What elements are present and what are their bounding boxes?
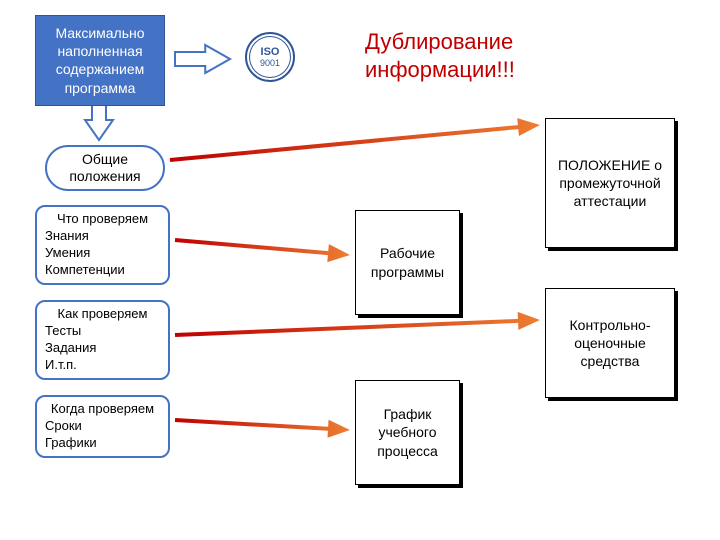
iso-label: ISO — [261, 47, 280, 58]
red-arrow — [175, 312, 540, 337]
headline-line2: информации!!! — [365, 56, 515, 84]
programs-doc-text: Рабочие программы — [362, 244, 453, 280]
regulation-doc-box: ПОЛОЖЕНИЕ о промежуточной аттестации — [545, 118, 675, 248]
control-doc-box: Контрольно-оценочные средства — [545, 288, 675, 398]
control-doc-text: Контрольно-оценочные средства — [552, 316, 668, 371]
red-arrow — [175, 238, 350, 262]
what-title: Что проверяем — [45, 211, 160, 228]
when-line-0: Сроки — [45, 418, 160, 435]
iso-sub: 9001 — [260, 59, 280, 68]
red-arrow — [170, 118, 540, 162]
schedule-doc-box: График учебного процесса — [355, 380, 460, 485]
programs-doc-box: Рабочие программы — [355, 210, 460, 315]
headline-line1: Дублирование — [365, 28, 515, 56]
how-line-2: И.т.п. — [45, 357, 160, 374]
outline-arrow-right — [175, 45, 230, 73]
how-line-0: Тесты — [45, 323, 160, 340]
when-line-1: Графики — [45, 435, 160, 452]
iso-9001-badge: ISO 9001 — [245, 32, 295, 82]
duplication-headline: Дублирование информации!!! — [365, 28, 515, 83]
main-program-box: Максимально наполненная содержанием прог… — [35, 15, 165, 106]
general-provisions-pill: Общие положения — [45, 145, 165, 191]
regulation-doc-text: ПОЛОЖЕНИЕ о промежуточной аттестации — [552, 156, 668, 211]
main-program-text: Максимально наполненная содержанием прог… — [55, 25, 144, 96]
general-provisions-text: Общие положения — [69, 151, 140, 184]
how-title: Как проверяем — [45, 306, 160, 323]
outline-arrow-down — [85, 100, 113, 140]
what-check-box: Что проверяем Знания Умения Компетенции — [35, 205, 170, 285]
what-line-1: Умения — [45, 245, 160, 262]
what-line-2: Компетенции — [45, 262, 160, 279]
when-title: Когда проверяем — [45, 401, 160, 418]
when-check-box: Когда проверяем Сроки Графики — [35, 395, 170, 458]
how-line-1: Задания — [45, 340, 160, 357]
what-line-0: Знания — [45, 228, 160, 245]
how-check-box: Как проверяем Тесты Задания И.т.п. — [35, 300, 170, 380]
red-arrow — [175, 418, 350, 438]
schedule-doc-text: График учебного процесса — [362, 405, 453, 460]
